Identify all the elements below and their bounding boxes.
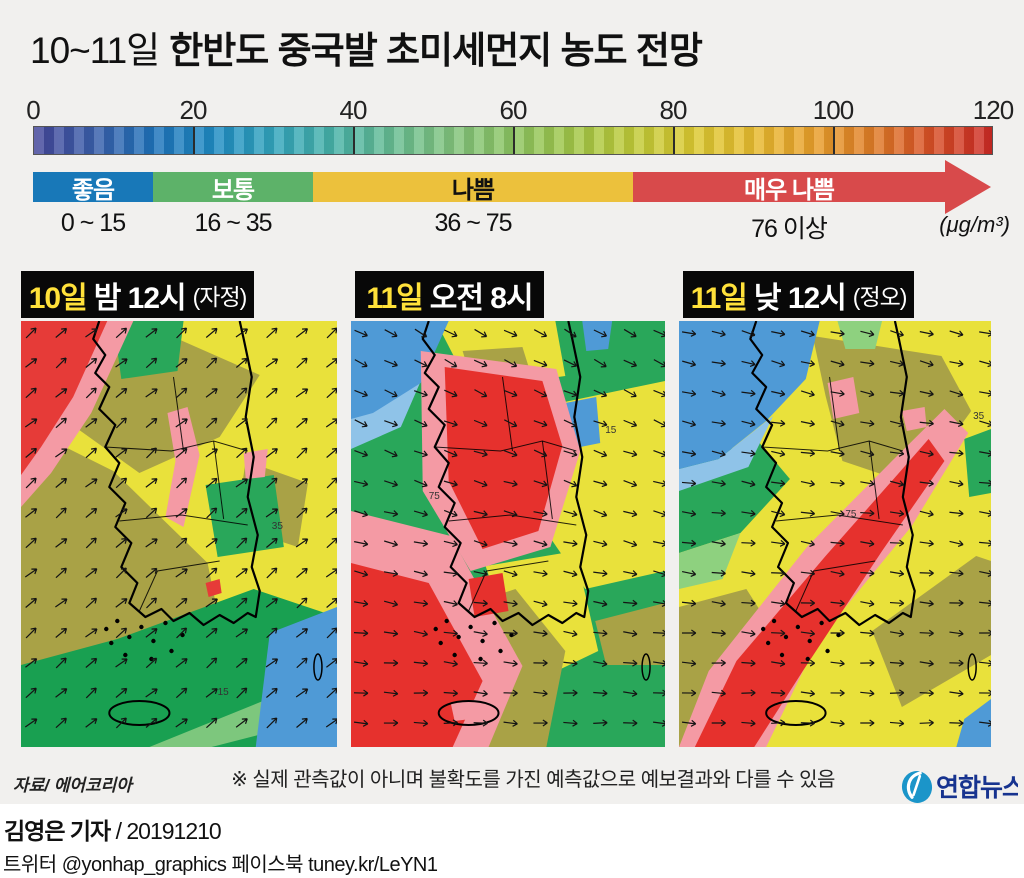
panel-time: 오전 8시 [429, 281, 534, 315]
concentration-colorbar [33, 126, 993, 155]
jeju-island [765, 700, 827, 726]
tick-label: 20 [179, 95, 208, 125]
contour-label: 15 [605, 425, 617, 436]
data-source-label: 자료/ 에어코리아 [13, 776, 132, 795]
panel-time-suffix: (자정) [192, 283, 248, 310]
wind-arrows [353, 328, 665, 727]
panel-day: 11일 [690, 281, 748, 315]
wind-arrows [681, 329, 991, 727]
colorbar-separator [193, 127, 195, 154]
category-arrowhead [945, 160, 991, 214]
page-title: 10~11일 한반도 중국발 초미세먼지 농도 전망 [30, 20, 703, 74]
panel-time: 낮 12시 [753, 281, 847, 315]
panel-time: 밤 12시 [93, 281, 187, 315]
contour-label: 35 [973, 411, 984, 422]
colorbar-separator [353, 127, 355, 154]
tick-label: 100 [812, 95, 854, 125]
tick-label: 80 [659, 95, 688, 125]
forecast-map-1: 35 15 [21, 321, 337, 747]
forecast-map-3: 75 35 [679, 321, 991, 747]
category-range: 36 ~ 75 [434, 209, 512, 237]
category-segment-good: 좋음 [33, 172, 153, 204]
byline: 김영은 기자 / 20191210 [4, 812, 222, 846]
colorbar-separator [833, 127, 835, 154]
category-label: 매우 나쁨 [744, 176, 835, 204]
colorbar-tick-labels: 0 20 40 60 80 100 120 [0, 95, 1024, 125]
category-range: 16 ~ 35 [194, 209, 272, 237]
jeju-island [108, 700, 171, 726]
forecast-map-2: 75 15 [351, 321, 665, 747]
disclaimer-note: ※ 실제 관측값이 아니며 불확도를 가진 예측값으로 예보결과와 다를 수 있… [231, 769, 835, 791]
tick-label: 40 [339, 95, 368, 125]
title-date-range: 10~11일 [30, 30, 160, 71]
panel-header-3: 11일 낮 12시 (정오) [683, 271, 914, 318]
jeju-island [437, 700, 500, 726]
footer-white-band [0, 804, 1024, 878]
category-range: 0 ~ 15 [60, 209, 126, 237]
colorbar-separator [513, 127, 515, 154]
panel-header-1: 10일 밤 12시 (자정) [21, 271, 254, 318]
category-segment-bad: 나쁨 [313, 172, 633, 204]
svg-text:연합뉴스: 연합뉴스 [936, 774, 1018, 802]
contour-label: 35 [272, 521, 284, 532]
title-main: 한반도 중국발 초미세먼지 농도 전망 [169, 30, 703, 71]
category-label: 좋음 [71, 176, 115, 204]
reporter-name: 김영은 기자 [4, 818, 111, 844]
tick-label: 0 [26, 95, 41, 125]
category-segment-very-bad: 매우 나쁨 [633, 172, 945, 204]
sns-links: 트위터 @yonhap_graphics 페이스북 tuney.kr/LeYN1 [3, 854, 438, 876]
panel-day: 10일 [28, 281, 88, 315]
panel-day: 11일 [366, 281, 423, 315]
category-label: 보통 [211, 176, 255, 204]
byline-date: / 20191210 [110, 818, 222, 844]
wind-arrows [24, 327, 337, 729]
category-range-labels: 0 ~ 15 16 ~ 35 36 ~ 75 76 이상 [33, 209, 993, 243]
coastline [749, 321, 916, 627]
category-legend-bar: 좋음 보통 나쁨 매우 나쁨 [33, 160, 991, 214]
contour-label: 75 [429, 491, 441, 502]
category-label: 나쁨 [451, 176, 495, 204]
panel-header-2: 11일 오전 8시 [355, 271, 544, 318]
contour-label: 75 [845, 509, 856, 520]
colorbar-separator [673, 127, 675, 154]
coastline [421, 321, 590, 627]
contour-label: 15 [218, 687, 230, 698]
yonhap-logo-icon: 연합뉴스 [901, 771, 1024, 803]
unit-label: (μg/m³) [939, 212, 1010, 237]
yonhap-logo: 연합뉴스 [900, 764, 1024, 808]
category-range: 76 이상 [751, 215, 828, 243]
panel-time-suffix: (정오) [852, 283, 908, 310]
tick-label: 60 [499, 95, 528, 125]
tick-label: 120 [972, 95, 1014, 125]
coastline [92, 321, 261, 627]
category-segment-moderate: 보통 [153, 172, 313, 204]
